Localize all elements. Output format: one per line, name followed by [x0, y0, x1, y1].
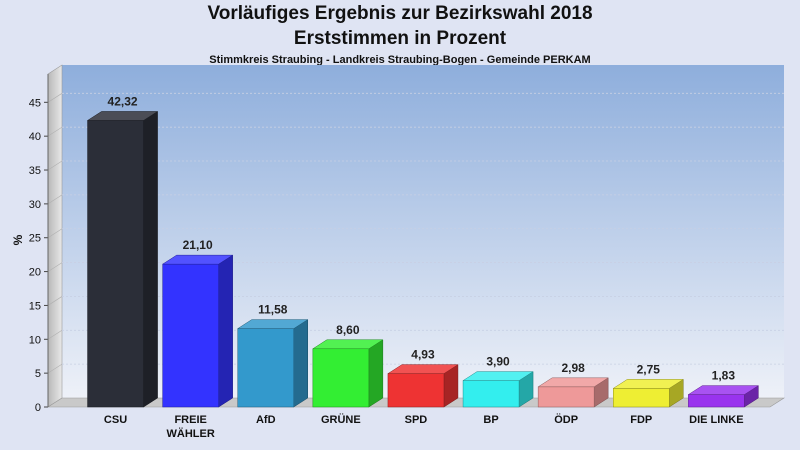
- gridline-wall: [47, 296, 63, 306]
- y-tick-label: 45: [29, 97, 41, 109]
- gridline-wall: [47, 262, 63, 272]
- gridline-wall: [47, 194, 63, 205]
- data-label: 11,58: [258, 303, 288, 317]
- y-tick-label: 10: [29, 334, 41, 346]
- y-tick-label: 25: [29, 233, 41, 245]
- x-tick-label: BP: [483, 414, 498, 426]
- data-label: 42,32: [108, 94, 138, 108]
- bar-side: [143, 111, 158, 408]
- y-tick-label: 30: [29, 199, 41, 211]
- bar: [688, 394, 745, 408]
- bar-top: [387, 364, 459, 374]
- x-tick-label: CSU: [104, 414, 127, 426]
- bar: [162, 263, 219, 408]
- bar: [537, 386, 595, 408]
- bar-top: [86, 111, 159, 121]
- bar-top: [537, 377, 610, 388]
- gridline-wall: [47, 93, 63, 103]
- y-tick-label: 35: [29, 165, 41, 177]
- gridline-wall: [47, 126, 63, 137]
- bar-top: [612, 379, 685, 389]
- left-wall: [47, 64, 63, 408]
- y-axis-label: %: [11, 234, 25, 245]
- bar-side: [368, 339, 384, 408]
- data-label: 2,98: [561, 361, 585, 375]
- chart-subtitle: Erststimmen in Prozent: [293, 28, 507, 49]
- chart-title: Vorläufiges Ergebnis zur Bezirkswahl 201…: [207, 3, 593, 24]
- bar: [87, 120, 144, 408]
- x-tick-label: AfD: [256, 414, 276, 426]
- y-tick-label: 0: [35, 402, 41, 414]
- x-tick-label: SPD: [405, 414, 428, 426]
- data-label: 1,83: [712, 369, 736, 383]
- y-tick-label: 5: [35, 368, 41, 380]
- bar: [462, 380, 520, 408]
- bar-top: [462, 371, 534, 381]
- bar-top: [311, 339, 384, 350]
- bar-side: [293, 319, 308, 408]
- data-label: 8,60: [336, 323, 360, 337]
- x-tick-label: GRÜNE: [321, 413, 361, 426]
- gridline-wall: [47, 228, 63, 238]
- data-label: 4,93: [411, 348, 435, 362]
- data-label: 21,10: [183, 238, 213, 252]
- y-tick-label: 15: [29, 300, 41, 312]
- x-tick-label: WÄHLER: [167, 427, 215, 440]
- x-tick-label: ÖDP: [554, 413, 578, 426]
- bar-top: [161, 254, 234, 265]
- x-tick-label: DIE LINKE: [689, 414, 743, 426]
- bar: [312, 348, 370, 408]
- data-label: 2,75: [637, 362, 661, 376]
- gridline-wall: [47, 330, 63, 340]
- x-tick-label: FREIE: [174, 414, 206, 426]
- chart-caption: Stimmkreis Straubing - Landkreis Straubi…: [209, 54, 591, 66]
- bar: [387, 373, 445, 408]
- x-tick-label: FDP: [630, 414, 652, 426]
- bar: [613, 388, 670, 408]
- bar-side: [218, 254, 233, 408]
- data-label: 3,90: [486, 355, 510, 369]
- bar: [237, 328, 294, 408]
- y-tick-label: 40: [29, 131, 41, 143]
- bar-top: [687, 385, 760, 395]
- bar-top: [236, 319, 309, 329]
- y-tick-label: 20: [29, 267, 41, 279]
- gridline-wall: [47, 363, 63, 374]
- gridline-wall: [47, 160, 63, 171]
